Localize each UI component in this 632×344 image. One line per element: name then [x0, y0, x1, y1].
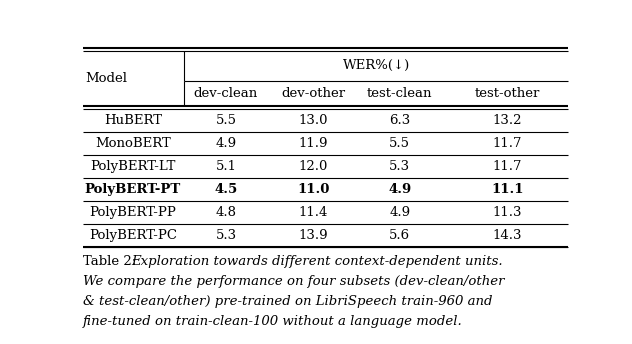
Text: PolyBERT-LT: PolyBERT-LT — [90, 160, 176, 173]
Text: 4.9: 4.9 — [388, 183, 411, 196]
Text: test-clean: test-clean — [367, 87, 432, 100]
Text: 6.3: 6.3 — [389, 114, 410, 127]
Text: dev-other: dev-other — [281, 87, 345, 100]
Text: 5.3: 5.3 — [216, 229, 236, 242]
Text: 13.9: 13.9 — [298, 229, 328, 242]
Text: fine-tuned on train-clean-100 without a language model.: fine-tuned on train-clean-100 without a … — [83, 315, 463, 327]
Text: 11.7: 11.7 — [493, 137, 522, 150]
Text: Exploration towards different context-dependent units.: Exploration towards different context-de… — [131, 255, 502, 268]
Text: HuBERT: HuBERT — [104, 114, 162, 127]
Text: 11.4: 11.4 — [298, 206, 328, 219]
Text: PolyBERT-PP: PolyBERT-PP — [90, 206, 176, 219]
Text: 5.3: 5.3 — [389, 160, 410, 173]
Text: WER%(↓): WER%(↓) — [343, 59, 410, 72]
Text: Table 2:: Table 2: — [83, 255, 140, 268]
Text: & test-clean/other) pre-trained on LibriSpeech train-960 and: & test-clean/other) pre-trained on Libri… — [83, 295, 492, 308]
Text: 4.8: 4.8 — [216, 206, 236, 219]
Text: 11.1: 11.1 — [491, 183, 524, 196]
Text: 5.5: 5.5 — [216, 114, 236, 127]
Text: 14.3: 14.3 — [493, 229, 522, 242]
Text: dev-clean: dev-clean — [194, 87, 258, 100]
Text: 12.0: 12.0 — [298, 160, 328, 173]
Text: MonoBERT: MonoBERT — [95, 137, 171, 150]
Text: 13.2: 13.2 — [493, 114, 522, 127]
Text: 11.9: 11.9 — [298, 137, 328, 150]
Text: PolyBERT-PT: PolyBERT-PT — [85, 183, 181, 196]
Text: 5.5: 5.5 — [389, 137, 410, 150]
Text: test-other: test-other — [475, 87, 540, 100]
Text: 4.9: 4.9 — [389, 206, 410, 219]
Text: We compare the performance on four subsets (dev-clean/other: We compare the performance on four subse… — [83, 275, 504, 288]
Text: 11.3: 11.3 — [493, 206, 522, 219]
Text: 13.0: 13.0 — [298, 114, 328, 127]
Text: Model: Model — [85, 72, 128, 85]
Text: 4.5: 4.5 — [214, 183, 238, 196]
Text: 5.1: 5.1 — [216, 160, 236, 173]
Text: 11.0: 11.0 — [297, 183, 329, 196]
Text: 5.6: 5.6 — [389, 229, 410, 242]
Text: 4.9: 4.9 — [216, 137, 236, 150]
Text: PolyBERT-PC: PolyBERT-PC — [89, 229, 177, 242]
Text: 11.7: 11.7 — [493, 160, 522, 173]
